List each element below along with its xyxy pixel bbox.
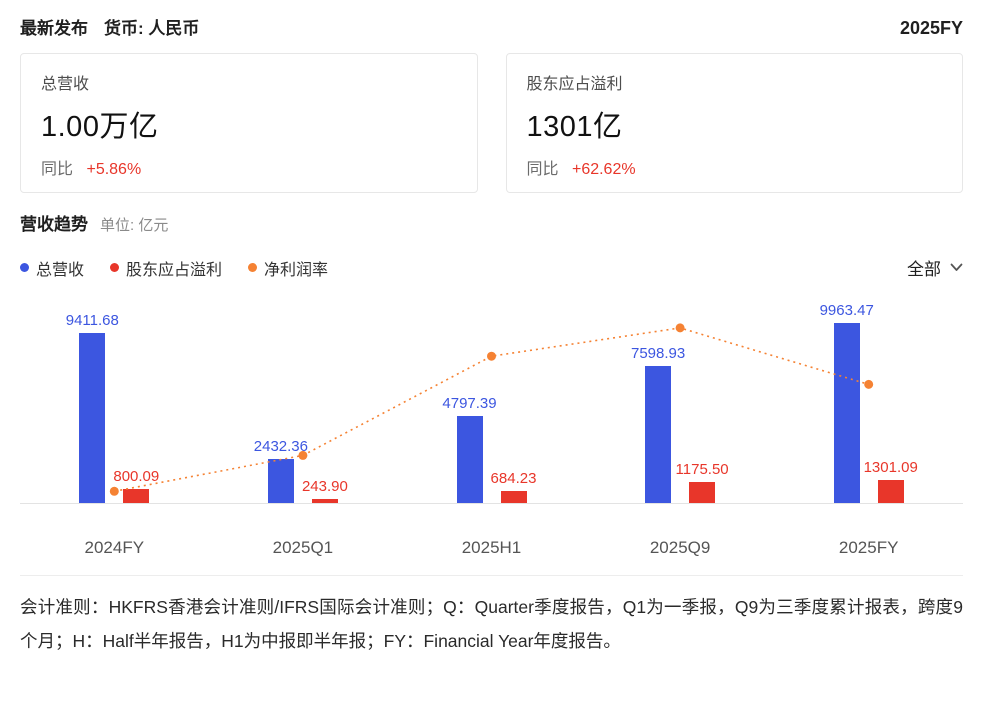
footnote: 会计准则：HKFRS香港会计准则/IFRS国际会计准则；Q：Quarter季度报… — [20, 597, 963, 651]
summary-cards: 总营收 1.00万亿 同比 +5.86% 股东应占溢利 1301亿 同比 +62… — [20, 53, 963, 193]
legend-item-profit[interactable]: 股东应占溢利 — [110, 256, 222, 280]
bar-total-revenue[interactable] — [456, 416, 483, 503]
bar-value-label: 9411.68 — [65, 312, 119, 330]
card-title: 总营收 — [41, 76, 90, 93]
bar-value-label: 684.23 — [490, 469, 537, 487]
yoy-label: 同比 — [41, 161, 74, 178]
report-period-label: 2025FY — [899, 18, 963, 38]
unit-label: 单位: 亿元 — [100, 217, 169, 234]
bar-value-label: 243.90 — [301, 477, 348, 495]
range-filter-dropdown[interactable]: 全部 — [907, 255, 963, 280]
header-left: 最新发布 货币: 人民币 — [20, 14, 199, 39]
bar-total-revenue[interactable] — [833, 323, 860, 503]
bar-shareholder-profit[interactable] — [123, 488, 150, 503]
legend-label: 总营收 — [36, 261, 85, 279]
bar-total-revenue[interactable] — [645, 365, 672, 503]
chart-plot: 9411.68 800.09 2432.36 243.90 4797.39 684.23 7… — [20, 292, 963, 504]
x-axis-label: 2025H1 — [461, 538, 522, 557]
bar-value-label: 1175.50 — [675, 460, 729, 478]
yoy-value: +62.62% — [571, 161, 636, 178]
net-margin-point[interactable] — [487, 351, 496, 361]
bar-value-label: 9963.47 — [819, 302, 874, 320]
bar-total-revenue[interactable] — [267, 459, 294, 503]
bar-shareholder-profit[interactable] — [877, 479, 904, 503]
yoy-value: +5.86% — [86, 161, 142, 178]
card-value: 1301亿 — [526, 111, 623, 143]
latest-release-label: 最新发布 — [20, 19, 88, 38]
chart-x-axis: 2024FY 2025Q1 2025H1 2025Q9 2025FY — [20, 504, 963, 576]
revenue-chart: 9411.68 800.09 2432.36 243.90 4797.39 684.23 7… — [20, 292, 963, 576]
section-head: 营收趋势 单位: 亿元 — [20, 210, 963, 235]
bar-total-revenue[interactable] — [79, 333, 106, 503]
bar-value-label: 2432.36 — [253, 438, 309, 456]
financial-report-panel: 最新发布 货币: 人民币 2025FY 总营收 1.00万亿 同比 +5.86%… — [20, 14, 963, 658]
header: 最新发布 货币: 人民币 2025FY — [20, 14, 963, 39]
card-yoy: 同比 +5.86% — [41, 155, 457, 179]
legend-label: 净利润率 — [264, 261, 329, 279]
bar-value-label: 7598.93 — [630, 344, 686, 362]
legend-dot-orange — [248, 263, 258, 272]
card-yoy: 同比 +62.62% — [527, 155, 943, 179]
legend-label: 股东应占溢利 — [126, 261, 223, 279]
card-value: 1.00万亿 — [41, 111, 159, 143]
card-total-revenue: 总营收 1.00万亿 同比 +5.86% — [20, 53, 478, 193]
filter-label: 全部 — [907, 260, 941, 279]
bar-shareholder-profit[interactable] — [500, 490, 527, 503]
bar-value-label: 1301.09 — [863, 458, 918, 476]
net-margin-point[interactable] — [864, 379, 874, 389]
legend-row: 总营收 股东应占溢利 净利润率 全部 — [20, 255, 963, 280]
chart-legend: 总营收 股东应占溢利 净利润率 — [20, 256, 328, 280]
yoy-label: 同比 — [526, 161, 559, 178]
legend-dot-red — [110, 263, 120, 272]
bar-shareholder-profit[interactable] — [689, 481, 716, 503]
currency-label: 货币: 人民币 — [104, 19, 200, 38]
legend-item-net-margin[interactable]: 净利润率 — [248, 256, 328, 280]
net-margin-point[interactable] — [675, 323, 685, 333]
net-margin-point[interactable] — [298, 450, 308, 460]
chevron-down-icon — [950, 263, 963, 271]
legend-item-revenue[interactable]: 总营收 — [20, 256, 84, 280]
card-title: 股东应占溢利 — [526, 76, 623, 93]
x-axis-label: 2025Q1 — [272, 538, 334, 557]
net-margin-point[interactable] — [109, 486, 119, 496]
x-axis-label: 2025Q9 — [649, 538, 711, 557]
bar-value-label: 800.09 — [113, 467, 160, 485]
section-title: 营收趋势 — [20, 215, 88, 234]
bar-value-label: 4797.39 — [442, 395, 497, 413]
x-axis-label: 2024FY — [84, 538, 145, 557]
card-shareholder-profit: 股东应占溢利 1301亿 同比 +62.62% — [505, 53, 963, 193]
net-margin-polyline — [114, 327, 869, 493]
net-margin-line — [109, 323, 874, 496]
bar-shareholder-profit[interactable] — [311, 498, 338, 503]
x-axis-label: 2025FY — [838, 538, 899, 557]
legend-dot-blue — [20, 263, 29, 272]
